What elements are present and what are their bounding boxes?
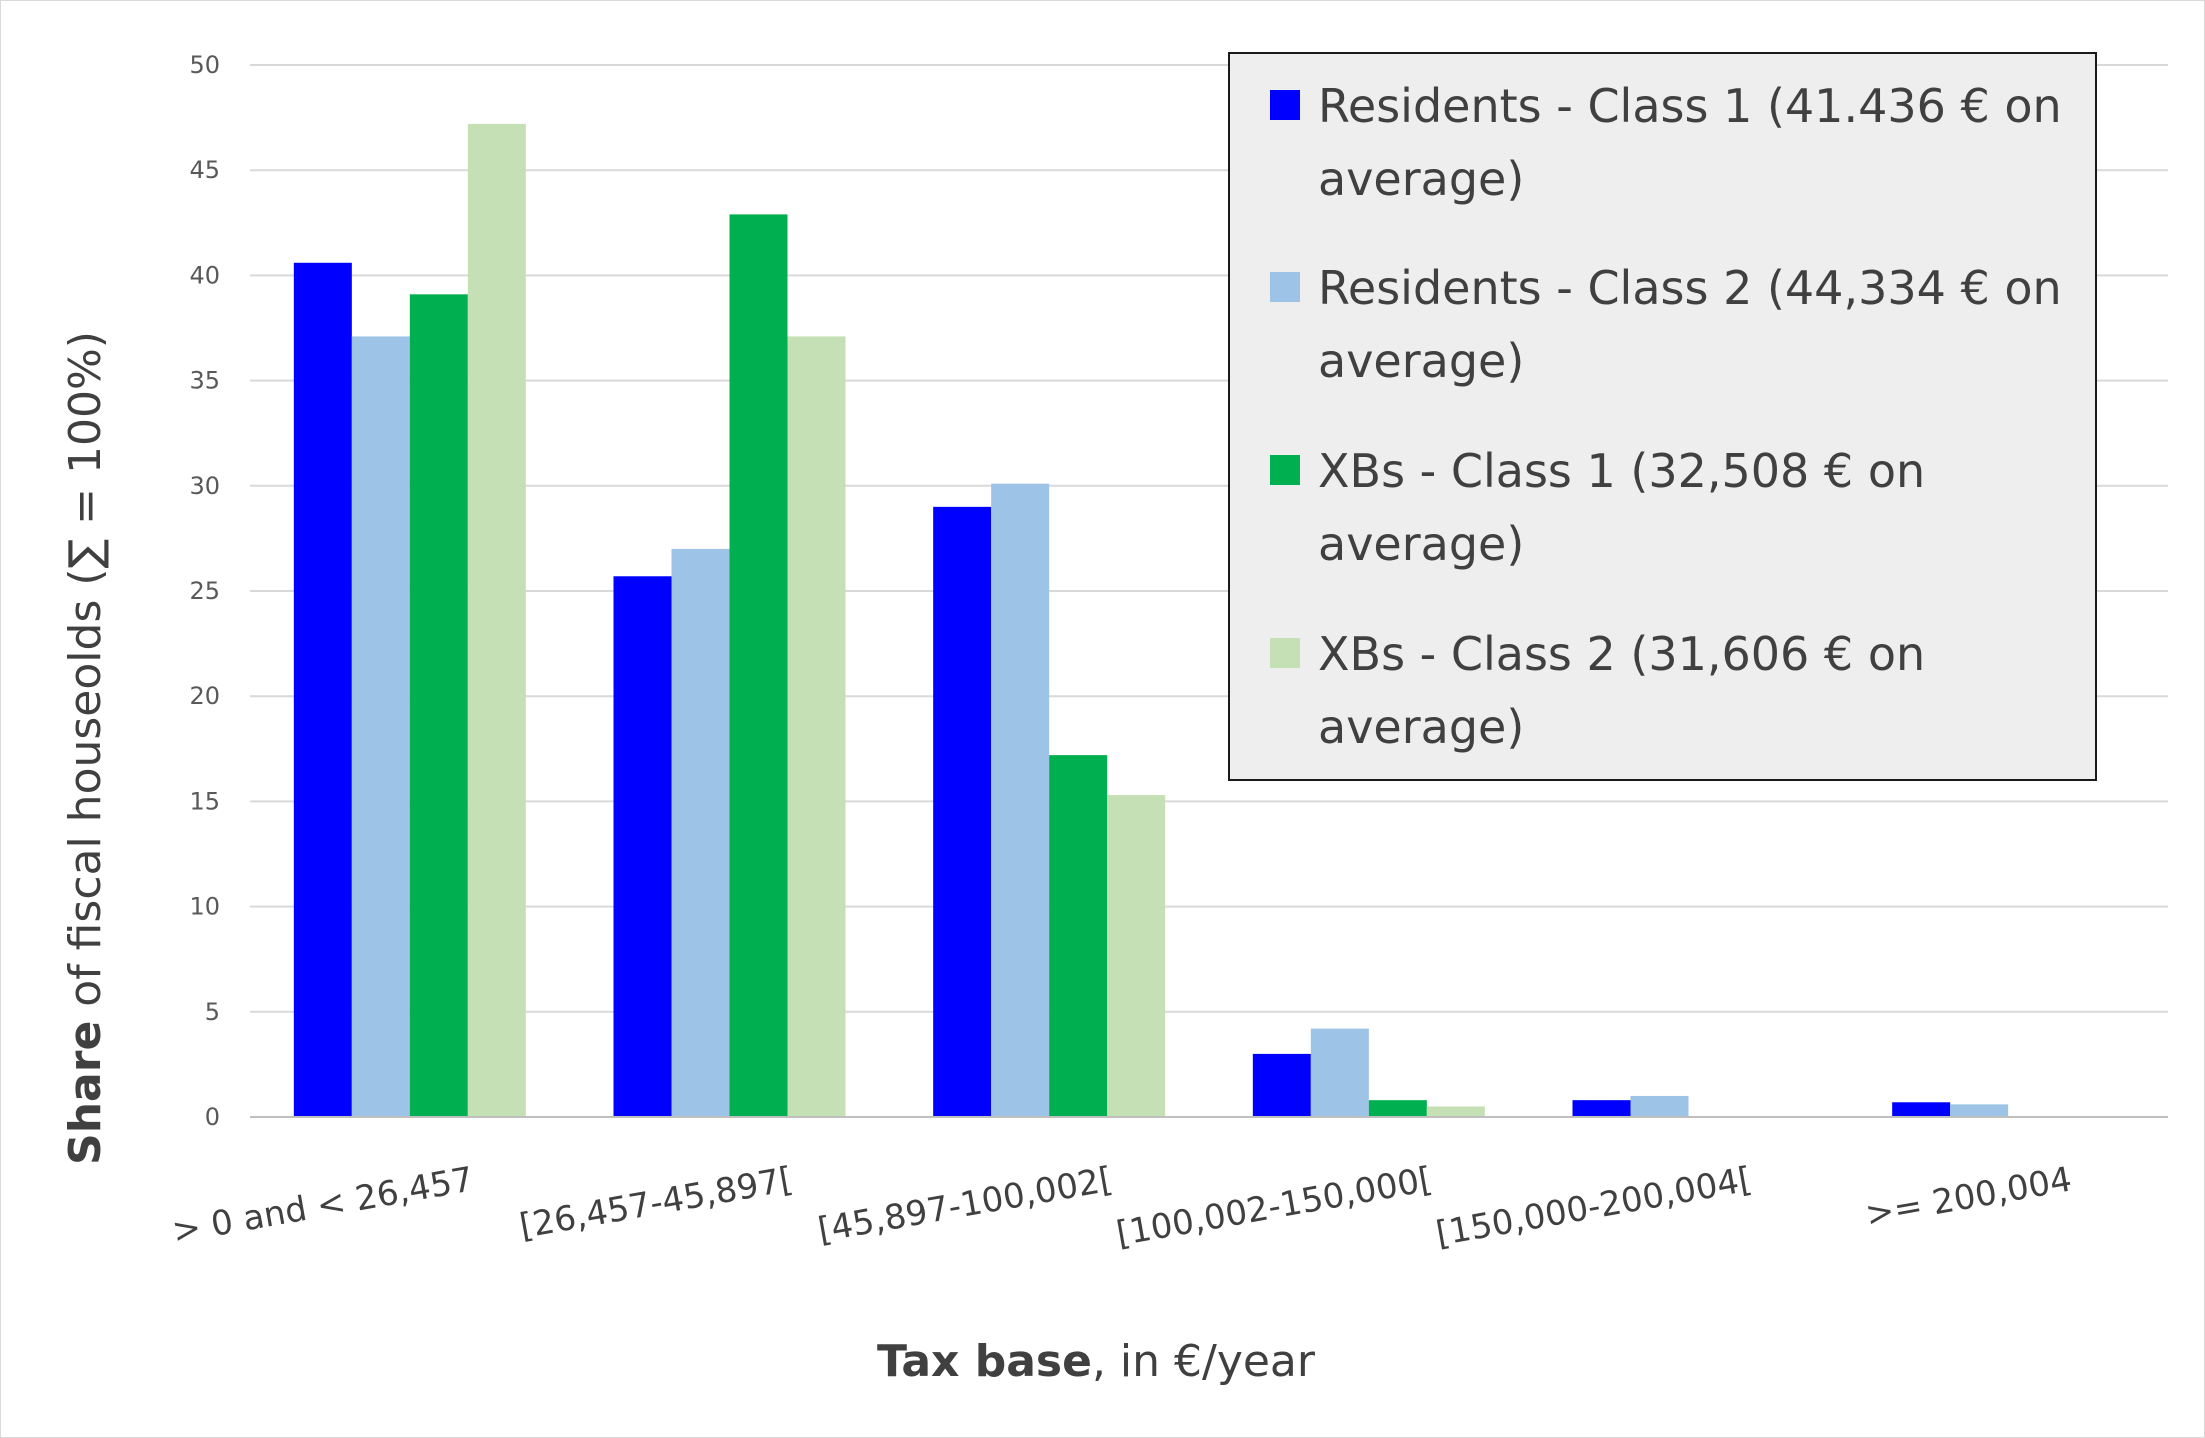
x-axis-title: Tax base, in €/year	[877, 1336, 1316, 1387]
bar	[991, 483, 1050, 1117]
bar	[729, 214, 788, 1117]
y-tick-label: 40	[189, 261, 220, 289]
bar	[671, 548, 730, 1117]
legend-label: XBs - Class 1 (32,508 € on	[1318, 444, 1925, 498]
bars	[293, 123, 2009, 1118]
legend-label: Residents - Class 1 (41.436 € on	[1318, 79, 2062, 133]
legend-box	[1228, 52, 2097, 781]
bar	[613, 576, 672, 1117]
bar	[293, 262, 352, 1117]
legend-swatch	[1270, 90, 1300, 120]
x-category-label: [100,002-150,000[	[1113, 1159, 1435, 1254]
x-category-label: [26,457-45,897[	[517, 1159, 796, 1246]
legend-label: Residents - Class 2 (44,334 € on	[1318, 261, 2062, 315]
bar	[1368, 1100, 1427, 1117]
legend-label: average)	[1318, 517, 1524, 571]
bar	[467, 123, 526, 1118]
legend-label: XBs - Class 2 (31,606 € on	[1318, 627, 1925, 681]
y-tick-label: 35	[189, 367, 220, 395]
bar	[1426, 1106, 1485, 1117]
y-axis-title: Share of fiscal houseolds (∑ = 100%)	[60, 331, 111, 1165]
bar	[1630, 1095, 1689, 1117]
bar	[787, 336, 846, 1117]
y-tick-label: 20	[189, 682, 220, 710]
x-category-label: [150,000-200,004[	[1433, 1159, 1755, 1254]
legend-label: average)	[1318, 152, 1524, 206]
bar	[1252, 1053, 1311, 1117]
x-category-label: >= 200,004	[1863, 1159, 2075, 1235]
bar	[1310, 1028, 1369, 1117]
legend-swatch	[1270, 272, 1300, 302]
x-category-label: [45,897-100,002[	[815, 1159, 1116, 1250]
bar	[1049, 755, 1108, 1117]
y-tick-label: 25	[189, 577, 220, 605]
legend-swatch	[1270, 638, 1300, 668]
bar	[351, 336, 410, 1117]
y-tick-label: 15	[189, 787, 220, 815]
y-tick-label: 10	[189, 893, 220, 921]
legend-swatch	[1270, 455, 1300, 485]
y-tick-label: 0	[205, 1103, 220, 1131]
y-tick-label: 50	[189, 51, 220, 79]
legend-label: average)	[1318, 700, 1524, 754]
legend-label: average)	[1318, 334, 1524, 388]
legend: Residents - Class 1 (41.436 € on average)…	[1228, 52, 2097, 781]
y-tick-label: 5	[205, 998, 220, 1026]
bar	[1892, 1102, 1951, 1117]
x-axis-category-labels: > 0 and < 26,457 [26,457-45,897[[45,897-1…	[169, 1159, 2074, 1254]
bar	[409, 294, 468, 1117]
bar	[1950, 1104, 2009, 1117]
bar	[1572, 1100, 1631, 1117]
bar	[1107, 795, 1166, 1117]
y-tick-label: 30	[189, 472, 220, 500]
bar	[933, 506, 992, 1118]
y-axis-ticks: 0 5 10 15 20 25 30 35 40 45 50	[189, 51, 220, 1131]
y-tick-label: 45	[189, 156, 220, 184]
x-category-label: > 0 and < 26,457	[169, 1159, 476, 1251]
